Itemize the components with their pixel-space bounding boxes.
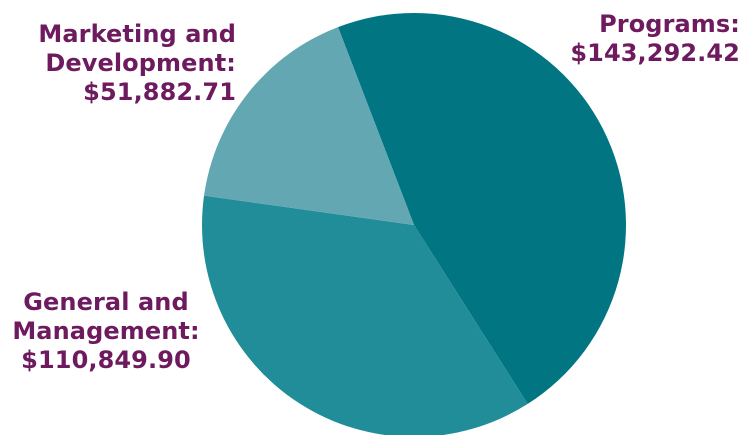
label-general-value: $110,849.90 [21,346,191,374]
label-marketing-value: $51,882.71 [83,78,236,106]
label-marketing-line-2: Development: [45,49,236,77]
label-general-line-2: Management: [12,317,200,345]
pie-slice-programs [338,13,626,404]
label-general-and-management: General and Management: $110,849.90 [4,288,208,375]
label-programs-value: $143,292.42 [570,39,740,67]
label-programs: Programs: $143,292.42 [570,10,740,68]
pie-slices [202,13,626,435]
label-programs-line-1: Programs: [599,10,740,38]
pie-slice-general-and-management [202,195,528,435]
pie-slice-marketing-and-development [204,27,414,225]
label-marketing-line-1: Marketing and [38,20,236,48]
label-marketing-and-development: Marketing and Development: $51,882.71 [22,20,236,107]
label-general-line-1: General and [23,288,189,316]
